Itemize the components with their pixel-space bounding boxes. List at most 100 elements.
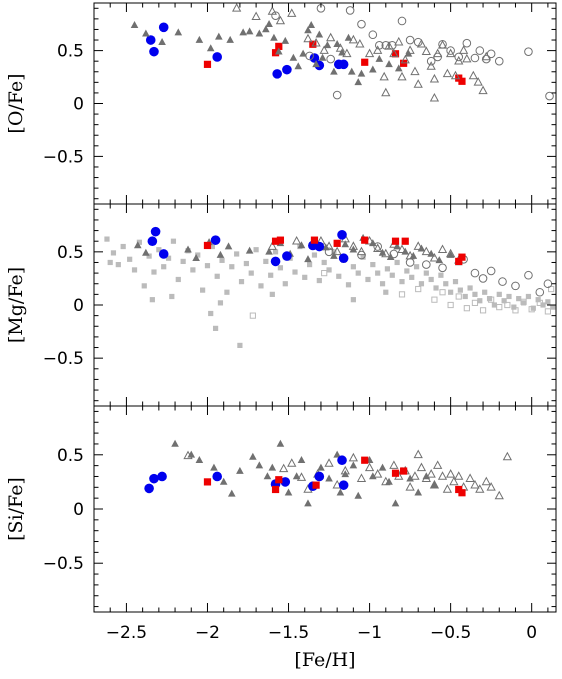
data-point [426, 56, 436, 66]
data-point [544, 308, 551, 315]
data-point [384, 41, 394, 50]
data-point [410, 471, 420, 480]
data-point [365, 276, 371, 283]
data-point [504, 301, 511, 309]
data-point [144, 483, 154, 494]
data-point [387, 41, 397, 50]
data-point [296, 472, 307, 481]
panel-frame [93, 2, 557, 205]
data-point [428, 276, 434, 283]
data-point [332, 246, 342, 256]
data-point [356, 246, 367, 256]
data-point [323, 41, 332, 49]
data-point [502, 451, 513, 461]
data-point [149, 46, 159, 57]
data-point [381, 87, 391, 97]
data-point [304, 26, 312, 34]
x-tick-label: −2.5 [106, 623, 147, 643]
data-point [463, 305, 470, 312]
x-tick-label: −2 [195, 623, 220, 643]
data-point [280, 477, 291, 487]
axis-ticks [93, 3, 556, 204]
x-axis-label: [Fe/H] [294, 649, 355, 671]
data-point [145, 35, 156, 45]
data-point [336, 273, 342, 279]
data-point [169, 293, 175, 300]
y-tick-label: 0.5 [57, 446, 84, 466]
data-point [501, 298, 507, 304]
data-point [237, 342, 243, 348]
data-point [506, 293, 512, 300]
data-point [271, 49, 280, 57]
data-point [381, 248, 391, 258]
data-point [543, 279, 553, 289]
data-point [107, 259, 113, 266]
data-point [146, 253, 152, 259]
data-point [473, 77, 483, 86]
data-point [421, 246, 431, 256]
data-point [156, 247, 162, 253]
data-point [212, 52, 222, 62]
data-point [449, 476, 459, 486]
data-point [151, 269, 157, 275]
data-point [249, 452, 257, 460]
data-point [482, 289, 488, 295]
data-point [470, 53, 480, 63]
data-point [333, 40, 341, 48]
data-point [389, 249, 399, 259]
data-point [131, 267, 138, 273]
data-point [338, 480, 349, 490]
data-point [397, 16, 407, 26]
data-point [335, 43, 346, 52]
data-point [275, 476, 283, 484]
data-point [494, 56, 504, 66]
data-point [270, 256, 281, 267]
data-point [319, 45, 329, 54]
data-point [416, 462, 427, 472]
data-point [226, 35, 234, 43]
data-point [315, 30, 324, 38]
data-point [216, 250, 225, 258]
data-point [209, 243, 215, 250]
data-point [391, 469, 400, 477]
data-point [229, 264, 235, 270]
data-point [478, 274, 488, 283]
series-filled-circle [145, 22, 349, 79]
data-point [292, 269, 298, 275]
data-point [467, 285, 473, 291]
data-point [373, 242, 382, 251]
data-point [324, 241, 334, 250]
data-point [281, 36, 290, 44]
data-point [345, 282, 352, 288]
data-point [389, 48, 399, 58]
y-tick-label: −0.5 [43, 554, 84, 574]
data-points [104, 226, 556, 348]
data-point [378, 248, 387, 256]
data-point [187, 450, 196, 458]
data-point [314, 471, 325, 482]
data-point [385, 477, 393, 485]
data-point [195, 456, 204, 464]
data-point [307, 262, 313, 268]
data-point [208, 310, 214, 317]
data-point [268, 272, 274, 278]
data-point [314, 241, 325, 252]
data-point [317, 463, 325, 471]
data-point [224, 242, 233, 250]
data-point [269, 291, 275, 297]
data-point [448, 289, 454, 295]
data-point [347, 67, 356, 75]
data-point [472, 291, 478, 297]
data-point [271, 11, 280, 20]
data-point [477, 298, 483, 304]
data-point [458, 489, 466, 497]
x-tick-label: −1 [357, 623, 382, 643]
data-point [157, 471, 167, 482]
data-point [397, 71, 407, 81]
data-point [195, 35, 204, 43]
data-point [184, 245, 192, 253]
data-point [397, 244, 407, 254]
data-point [535, 287, 545, 297]
data-point [378, 463, 387, 471]
data-point [491, 302, 497, 308]
